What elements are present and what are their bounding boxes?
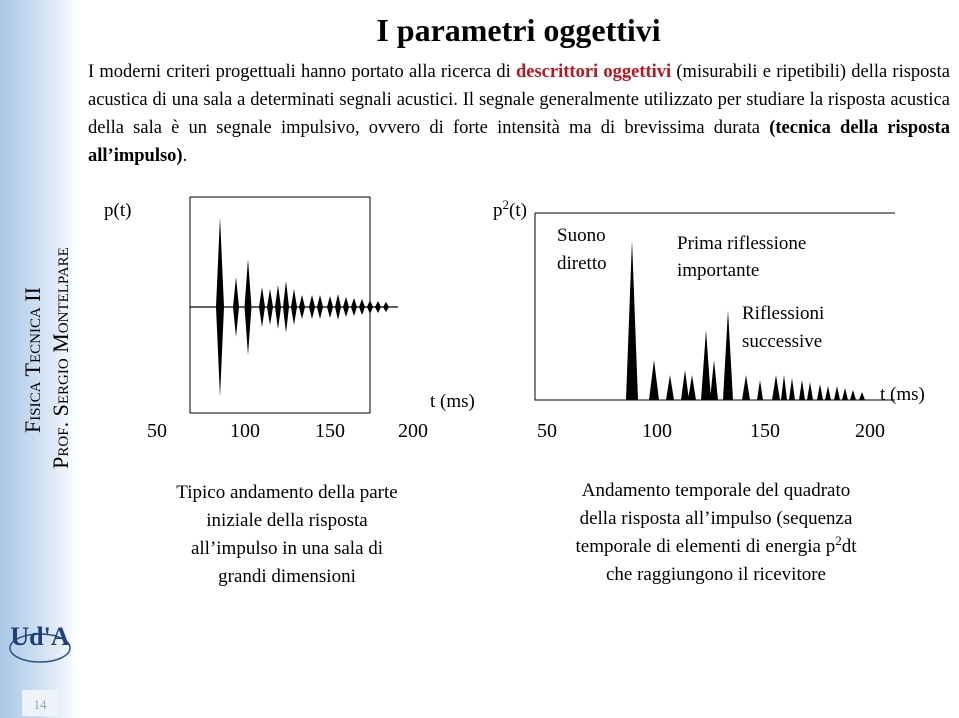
- y-label-part: p: [493, 200, 503, 221]
- y-label-sup: 2: [503, 197, 510, 212]
- spike: [666, 375, 674, 400]
- spike: [842, 388, 848, 400]
- spike: [291, 289, 297, 325]
- spike: [275, 285, 281, 329]
- spike: [367, 300, 373, 314]
- x-tick-label: 100: [230, 420, 260, 442]
- spike: [834, 386, 840, 400]
- caption-line: Tipico andamento della parte: [176, 482, 397, 503]
- spike: [359, 299, 365, 315]
- slide-title: I parametri oggettivi: [376, 12, 661, 48]
- x-tick-label: 200: [855, 420, 885, 442]
- spike: [383, 302, 389, 312]
- caption-line: grandi dimensioni: [218, 566, 356, 587]
- spike: [850, 390, 856, 400]
- logo: Ud'A: [10, 622, 69, 651]
- spike: [335, 294, 341, 320]
- spike: [817, 384, 823, 400]
- intro-text: I moderni criteri progettuali hanno port…: [88, 62, 516, 82]
- caption-line: temporale di elementi di energia p2dt: [575, 533, 857, 557]
- spike: [701, 330, 711, 400]
- spike: [799, 380, 805, 400]
- annotation: Suono: [557, 225, 606, 246]
- spike: [681, 370, 689, 400]
- x-tick-label: 150: [750, 420, 780, 442]
- spike: [244, 259, 252, 355]
- page-number-box: [22, 690, 58, 716]
- right-figure: p2(t) t (ms) 50 100 150 200 Suono dirett…: [493, 197, 925, 585]
- spike: [267, 289, 273, 325]
- spike: [351, 298, 357, 316]
- intro-paragraph: I moderni criteri progettuali hanno port…: [88, 58, 950, 170]
- spike: [789, 378, 795, 400]
- caption-part: dt: [842, 536, 858, 557]
- spike: [859, 392, 865, 400]
- annotation: diretto: [557, 253, 607, 274]
- logo-ring: [9, 633, 71, 663]
- spike: [317, 295, 323, 319]
- intro-highlight: descrittori oggettivi: [515, 62, 672, 82]
- intro-text: .: [182, 146, 188, 166]
- x-tick-label: 200: [398, 420, 428, 442]
- caption-line: Andamento temporale del quadrato: [582, 480, 851, 501]
- spike: [343, 297, 349, 317]
- page-number: 14: [34, 697, 48, 712]
- spike: [626, 240, 638, 400]
- sidebar: [0, 0, 78, 718]
- spike: [299, 295, 305, 319]
- spike: [710, 360, 718, 400]
- y-label-part: (t): [509, 200, 527, 221]
- caption-line: della risposta all’impulso (sequenza: [580, 508, 853, 529]
- caption-line: all’impulso in una sala di: [191, 538, 383, 559]
- intro-text: (misurabili e ripetibili) della risposta…: [88, 62, 950, 138]
- left-figure: p(t) t (ms) 50 100 150 200 Tipico andame…: [104, 196, 475, 587]
- x-tick-label: 100: [642, 420, 672, 442]
- annotation: successive: [742, 331, 822, 352]
- x-label: t (ms): [430, 391, 475, 412]
- spike: [375, 301, 381, 313]
- x-tick-label: 150: [315, 420, 345, 442]
- annotation: importante: [677, 260, 759, 281]
- annotation: Prima riflessione: [677, 233, 806, 254]
- spike: [781, 375, 787, 400]
- course-name: Fisica Tecnica II: [20, 287, 45, 433]
- spike: [723, 310, 733, 400]
- spike: [216, 217, 224, 397]
- x-tick-label: 50: [537, 420, 557, 442]
- spike: [309, 295, 315, 319]
- spike: [688, 375, 696, 400]
- caption-sup: 2: [835, 533, 842, 548]
- spike: [283, 281, 289, 333]
- spike: [233, 277, 239, 337]
- annotation: Riflessioni: [742, 303, 824, 324]
- y-label: p(t): [104, 200, 131, 221]
- spike: [259, 287, 265, 327]
- intro-bold: (tecnica della risposta all’impulso): [88, 118, 950, 166]
- spike: [649, 360, 659, 400]
- caption-line: che raggiungono il ricevitore: [606, 564, 826, 585]
- x-label: t (ms): [880, 384, 925, 405]
- caption-line: iniziale della risposta: [206, 510, 368, 531]
- y-label: p2(t): [493, 197, 527, 221]
- professor-name: Prof. Sergio Montelpare: [48, 247, 73, 469]
- x-tick-label: 50: [147, 420, 167, 442]
- spike: [757, 380, 763, 400]
- spike: [825, 386, 831, 400]
- caption-part: temporale di elementi di energia p: [575, 536, 835, 557]
- spike: [807, 382, 813, 400]
- spike: [772, 375, 780, 400]
- spike: [742, 375, 750, 400]
- spike: [327, 296, 333, 318]
